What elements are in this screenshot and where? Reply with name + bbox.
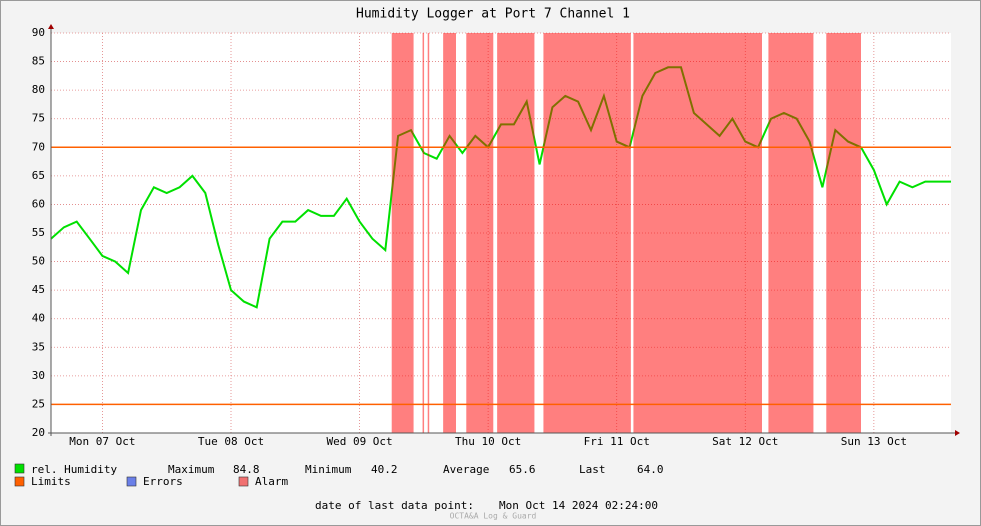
alarm-band [427, 33, 430, 433]
y-tick-label: 90 [32, 26, 45, 39]
alarm-band [633, 33, 762, 433]
footer-label: date of last data point: [315, 499, 474, 512]
legend-swatch [238, 476, 249, 487]
stat-label: Maximum [168, 463, 215, 476]
x-tick-label: Tue 08 Oct [198, 435, 264, 448]
x-axis-arrow [955, 430, 960, 436]
stat-label: Average [443, 463, 489, 476]
y-tick-label: 50 [32, 255, 45, 268]
y-tick-label: 80 [32, 83, 45, 96]
y-tick-label: 85 [32, 55, 45, 68]
stat-label: Minimum [305, 463, 352, 476]
y-tick-label: 30 [32, 369, 45, 382]
legend-label: rel. Humidity [31, 463, 117, 476]
y-tick-label: 25 [32, 397, 45, 410]
alarm-band [497, 33, 535, 433]
stat-value: 64.0 [637, 463, 664, 476]
chart-title: Humidity Logger at Port 7 Channel 1 [356, 7, 630, 22]
y-tick-label: 75 [32, 112, 45, 125]
legend-label: Alarm [255, 475, 288, 488]
y-tick-label: 35 [32, 340, 45, 353]
alarm-band [466, 33, 494, 433]
last-date: Mon Oct 14 2024 02:24:00 [499, 499, 658, 512]
x-tick-label: Sun 13 Oct [841, 435, 907, 448]
stat-label: Last [579, 463, 606, 476]
alarm-band [543, 33, 631, 433]
y-axis-arrow [48, 24, 54, 29]
alarm-band [391, 33, 414, 433]
brand: OCTA&A Log & Guard [450, 512, 537, 521]
alarm-band [826, 33, 861, 433]
y-tick-label: 20 [32, 426, 45, 439]
legend-swatch [14, 463, 25, 474]
legend-swatch [14, 476, 25, 487]
legend-swatch [126, 476, 137, 487]
legend-label: Errors [143, 475, 183, 488]
stat-value: 65.6 [509, 463, 536, 476]
y-tick-label: 40 [32, 312, 45, 325]
x-tick-label: Thu 10 Oct [455, 435, 521, 448]
alarm-band [768, 33, 814, 433]
alarm-band [443, 33, 456, 433]
x-tick-label: Fri 11 Oct [584, 435, 650, 448]
y-tick-label: 55 [32, 226, 45, 239]
x-tick-label: Mon 07 Oct [69, 435, 135, 448]
stat-value: 84.8 [233, 463, 260, 476]
stat-value: 40.2 [371, 463, 398, 476]
y-tick-label: 65 [32, 169, 45, 182]
x-tick-label: Sat 12 Oct [712, 435, 778, 448]
x-tick-label: Wed 09 Oct [326, 435, 392, 448]
alarm-band [422, 33, 425, 433]
y-tick-label: 70 [32, 140, 45, 153]
y-tick-label: 60 [32, 197, 45, 210]
legend-label: Limits [31, 475, 71, 488]
y-tick-label: 45 [32, 283, 45, 296]
